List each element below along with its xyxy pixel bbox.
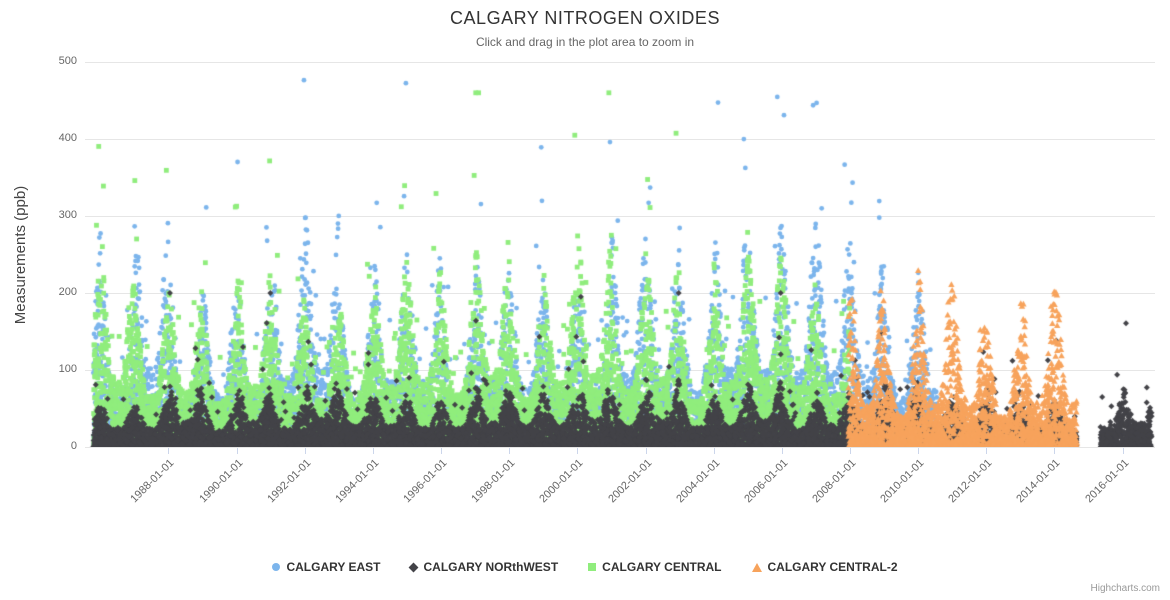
- x-tick-mark: [577, 448, 579, 454]
- legend-label: CALGARY CENTRAL-2: [767, 560, 898, 574]
- circle-marker-icon: [272, 563, 281, 571]
- y-tick-label: 300: [58, 209, 77, 221]
- chart-subtitle: Click and drag in the plot area to zoom …: [475, 35, 695, 49]
- x-tick-mark: [918, 448, 920, 454]
- y-tick-label: 500: [58, 55, 77, 67]
- x-tick-mark: [850, 448, 852, 454]
- x-tick-mark: [304, 448, 306, 454]
- x-tick-mark: [645, 448, 647, 454]
- scatter-canvas[interactable]: [85, 62, 1155, 447]
- x-tick-mark: [781, 448, 783, 454]
- y-axis-title: Measurements (ppb): [12, 185, 29, 325]
- legend-label: CALGARY CENTRAL: [602, 560, 722, 574]
- chart-title: CALGARY NITROGEN OXIDES: [450, 8, 720, 28]
- y-tick-label: 0: [70, 440, 77, 452]
- legend: CALGARY EAST CALGARY NORthWEST CALGARY C…: [0, 560, 1170, 574]
- x-tick-mark: [1054, 448, 1056, 454]
- x-tick-mark: [1122, 448, 1124, 454]
- gridline: [85, 447, 1155, 448]
- legend-item-calgary-central-2[interactable]: CALGARY CENTRAL-2: [751, 560, 898, 574]
- x-tick-mark: [713, 448, 715, 454]
- triangle-marker-icon: [751, 562, 762, 572]
- x-tick-mark: [236, 448, 238, 454]
- x-tick-mark: [168, 448, 170, 454]
- legend-label: CALGARY EAST: [286, 560, 381, 574]
- x-tick-mark: [986, 448, 988, 454]
- legend-item-calgary-east[interactable]: CALGARY EAST: [272, 560, 380, 574]
- legend-label: CALGARY NORthWEST: [423, 560, 559, 574]
- x-tick-mark: [441, 448, 443, 454]
- square-marker-icon: [588, 563, 597, 571]
- legend-item-calgary-northwest[interactable]: CALGARY NORthWEST: [409, 560, 559, 574]
- diamond-marker-icon: [409, 562, 419, 572]
- y-tick-label: 400: [58, 132, 77, 144]
- x-tick-mark: [372, 448, 374, 454]
- x-tick-mark: [509, 448, 511, 454]
- y-tick-label: 200: [58, 286, 77, 298]
- highcharts-credits[interactable]: Highcharts.com: [1090, 583, 1160, 594]
- plot-area[interactable]: [85, 62, 1155, 448]
- y-tick-label: 100: [58, 363, 77, 375]
- legend-item-calgary-central[interactable]: CALGARY CENTRAL: [588, 560, 722, 574]
